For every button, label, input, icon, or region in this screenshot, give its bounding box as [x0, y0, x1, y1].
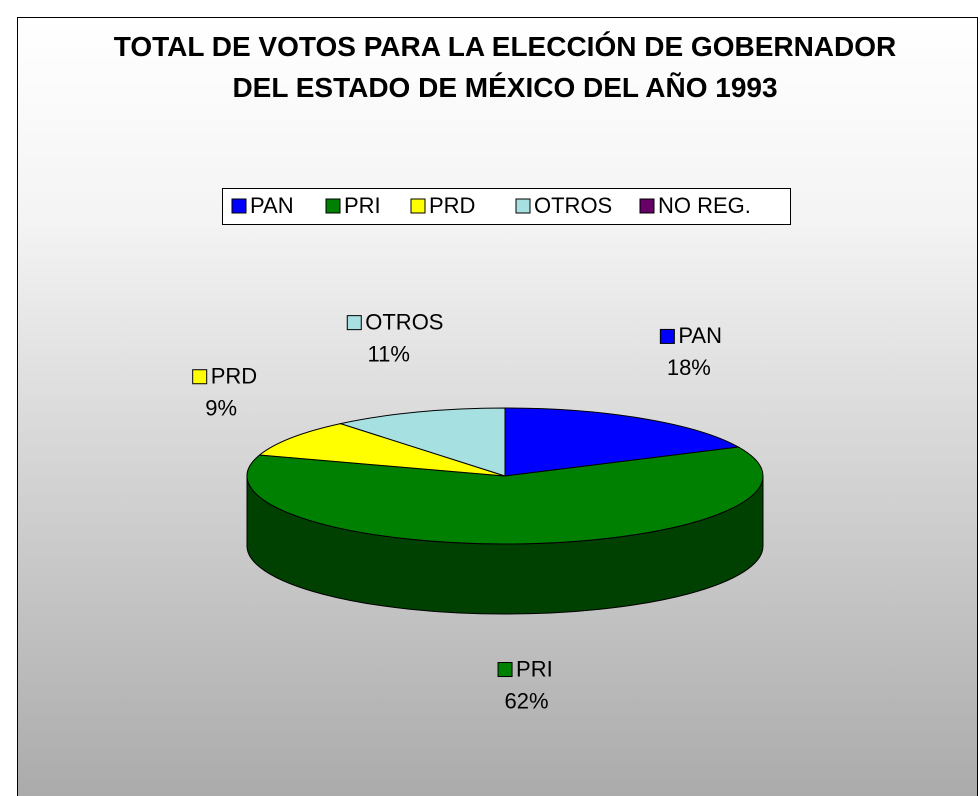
data-label-name: PRD	[211, 364, 257, 389]
label-swatch	[346, 315, 362, 331]
legend-label: OTROS	[534, 193, 612, 218]
legend-swatch	[325, 198, 341, 214]
data-label-value: 62%	[505, 688, 549, 713]
legend-swatch	[410, 198, 426, 214]
pie-slice	[258, 423, 506, 477]
data-label-value: 11%	[368, 341, 410, 366]
legend-swatch	[515, 198, 531, 214]
data-label-name: PAN	[678, 323, 722, 348]
data-label-value: 18%	[667, 355, 711, 380]
label-swatch	[497, 662, 513, 678]
chart-title: TOTAL DE VOTOS PARA LA ELECCIÓN DE GOBER…	[113, 31, 897, 103]
pie-slice	[504, 407, 741, 477]
chart-area	[17, 17, 978, 796]
pie-slice	[338, 407, 506, 477]
label-swatch	[659, 328, 675, 344]
legend-label: NO REG.	[658, 193, 751, 218]
legend-label: PAN	[250, 193, 294, 218]
label-swatch	[192, 369, 208, 385]
pie-slice	[246, 446, 764, 545]
data-label-name: PRI	[516, 656, 553, 681]
legend-swatch	[231, 198, 247, 214]
legend-label: PRD	[429, 193, 475, 218]
legend-label: PRI	[344, 193, 381, 218]
data-label-name: OTROS	[365, 309, 443, 334]
data-label-value: 9%	[205, 396, 237, 421]
legend-swatch	[639, 198, 655, 214]
legend-box	[222, 188, 791, 225]
